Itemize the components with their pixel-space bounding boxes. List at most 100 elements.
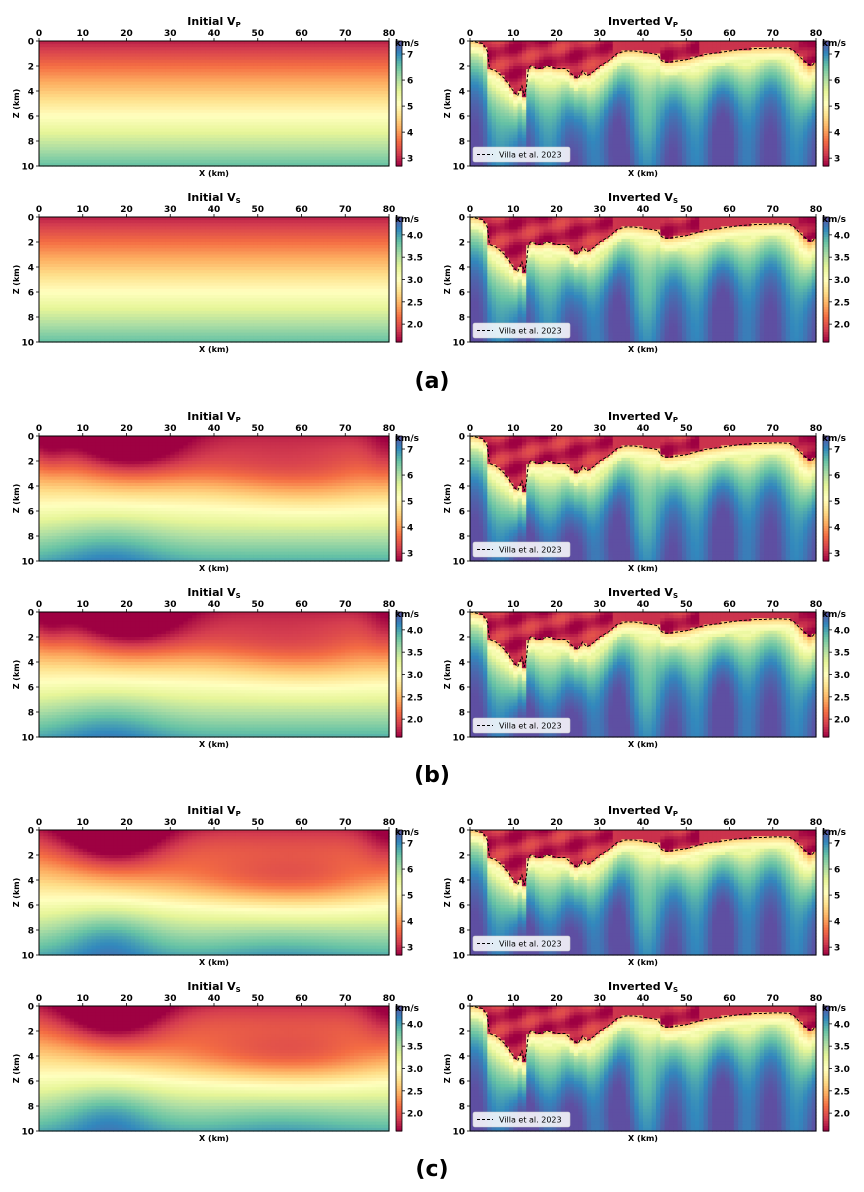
heatmap-cell — [384, 78, 390, 83]
heatmap-cell — [52, 97, 58, 101]
heatmap-cell — [117, 103, 123, 108]
heatmap-cell — [371, 103, 377, 108]
heatmap-cell — [52, 103, 58, 108]
heatmap-cell — [100, 106, 106, 111]
heatmap-cell — [384, 94, 390, 98]
heatmap-cell — [244, 91, 250, 95]
heatmap-cell — [292, 53, 298, 58]
heatmap-cell — [257, 41, 263, 45]
heatmap-cell — [336, 97, 342, 101]
heatmap-cell — [192, 75, 198, 80]
heatmap-cell — [170, 100, 176, 105]
heatmap-cell — [139, 78, 145, 83]
heatmap-cell — [340, 109, 346, 114]
heatmap-cell — [327, 84, 333, 89]
heatmap-cell — [161, 112, 167, 117]
heatmap-cell — [240, 84, 246, 89]
heatmap-cell — [187, 41, 193, 45]
heatmap-cell — [349, 103, 355, 108]
heatmap-cell — [222, 106, 228, 111]
heatmap-cell — [340, 62, 346, 67]
heatmap-cell — [240, 47, 246, 51]
heatmap-cell — [187, 103, 193, 108]
heatmap-cell — [82, 91, 88, 95]
heatmap-cell — [257, 62, 263, 67]
heatmap-cell — [174, 75, 180, 80]
heatmap-cell — [314, 81, 320, 86]
heatmap-cell — [95, 47, 101, 51]
heatmap-cell — [349, 87, 355, 92]
heatmap-cell — [82, 50, 88, 55]
heatmap-cell — [235, 41, 241, 45]
heatmap-cell — [47, 97, 53, 101]
x-tick-label: 30 — [164, 29, 177, 39]
heatmap-cell — [205, 103, 211, 108]
heatmap-cell — [209, 81, 215, 86]
heatmap-cell — [345, 47, 351, 51]
heatmap-cell — [152, 44, 158, 48]
heatmap-cell — [270, 78, 276, 83]
heatmap-cell — [135, 112, 141, 117]
heatmap-cell — [122, 62, 128, 67]
heatmap-cell — [100, 56, 106, 61]
heatmap-cell — [56, 97, 62, 101]
heatmap-cell — [354, 78, 359, 83]
heatmap-cell — [371, 100, 377, 105]
heatmap-cell — [139, 66, 145, 70]
heatmap-cell — [187, 75, 193, 80]
heatmap-cell — [288, 53, 294, 58]
heatmap-cell — [135, 56, 141, 61]
heatmap-cell — [60, 109, 66, 114]
heatmap-cell — [240, 109, 246, 114]
heatmap-cell — [323, 112, 329, 117]
heatmap-cell — [135, 97, 141, 101]
heatmap-cell — [104, 81, 110, 86]
heatmap-cell — [214, 53, 219, 58]
heatmap-cell — [174, 62, 180, 67]
heatmap-cell — [297, 100, 303, 105]
heatmap-cell — [240, 62, 246, 67]
heatmap-cell — [327, 66, 333, 70]
heatmap-cell — [109, 59, 114, 64]
heatmap-cell — [266, 75, 272, 80]
heatmap-cell — [345, 100, 351, 105]
heatmap-cell — [165, 72, 171, 76]
heatmap-cell — [305, 94, 311, 98]
heatmap-cell — [297, 53, 303, 58]
heatmap-cell — [91, 66, 97, 70]
heatmap-cell — [231, 109, 237, 114]
heatmap-cell — [56, 106, 62, 111]
heatmap-cell — [170, 81, 176, 86]
heatmap-cell — [319, 62, 324, 67]
heatmap-cell — [113, 47, 119, 51]
heatmap-cell — [47, 62, 53, 67]
heatmap-cell — [279, 97, 285, 101]
heatmap-cell — [104, 66, 110, 70]
heatmap-cell — [314, 69, 320, 73]
heatmap-cell — [205, 50, 211, 55]
heatmap-cell — [266, 72, 272, 76]
heatmap-cell — [82, 112, 88, 117]
heatmap-cell — [354, 109, 359, 114]
heatmap-cell — [135, 72, 141, 76]
heatmap-cell — [148, 112, 154, 117]
heatmap-cell — [279, 91, 285, 95]
heatmap-cell — [218, 62, 224, 67]
heatmap-cell — [60, 91, 66, 95]
heatmap-cell — [47, 69, 53, 73]
heatmap-cell — [95, 94, 101, 98]
heatmap-cell — [117, 53, 123, 58]
heatmap-cell — [69, 50, 75, 55]
heatmap-cell — [165, 100, 171, 105]
heatmap-cell — [209, 59, 215, 64]
heatmap-cell — [336, 47, 342, 51]
heatmap-cell — [104, 87, 110, 92]
heatmap-cell — [244, 56, 250, 61]
heatmap-cell — [209, 66, 215, 70]
heatmap-cell — [314, 50, 320, 55]
heatmap-cell — [95, 75, 101, 80]
heatmap-cell — [117, 97, 123, 101]
heatmap-cell — [148, 109, 154, 114]
heatmap-cell — [78, 72, 84, 76]
heatmap-cell — [367, 84, 373, 89]
